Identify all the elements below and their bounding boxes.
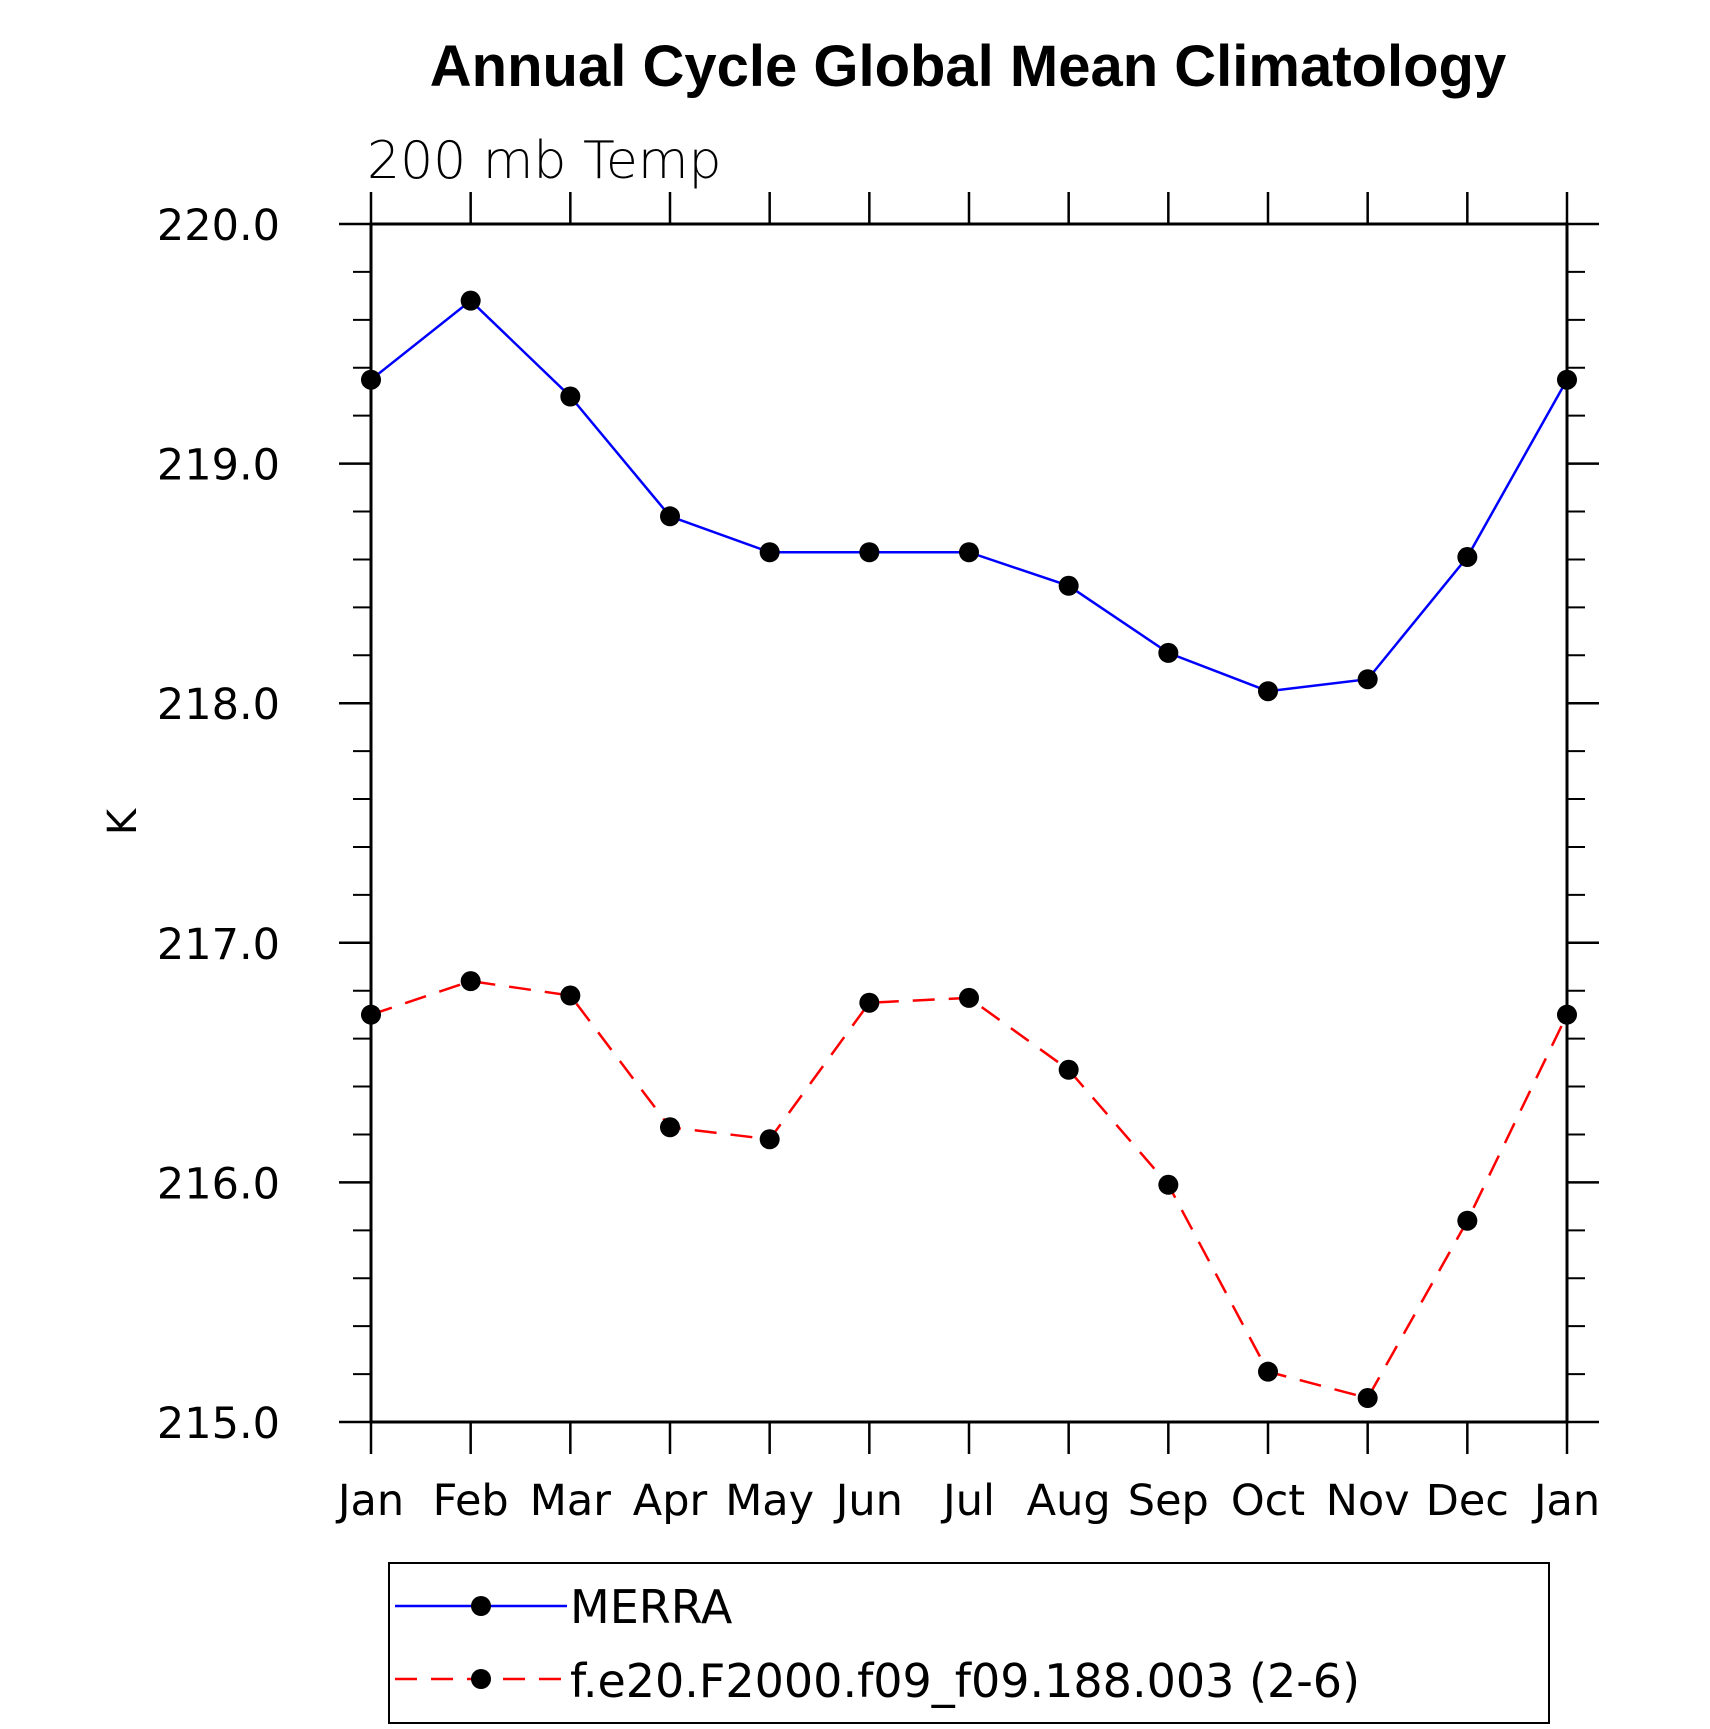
data-point-0 — [1357, 669, 1378, 690]
data-point-1 — [1357, 1388, 1378, 1409]
data-point-0 — [1158, 642, 1179, 663]
x-tick-label: May — [725, 1476, 814, 1526]
legend: MERRA f.e20.F2000.f09_f09.188.003 (2-6) — [388, 1562, 1550, 1724]
x-tick-label: Jun — [833, 1476, 903, 1526]
data-point-1 — [959, 987, 979, 1008]
x-tick-label: Feb — [433, 1476, 509, 1526]
data-point-0 — [460, 290, 481, 311]
x-tick-label: Nov — [1326, 1476, 1410, 1526]
data-point-1 — [460, 971, 481, 992]
x-tick-label: Dec — [1426, 1476, 1509, 1526]
data-point-1 — [759, 1129, 780, 1150]
legend-label-model: f.e20.F2000.f09_f09.188.003 (2-6) — [570, 1654, 1360, 1708]
data-point-0 — [660, 506, 680, 527]
data-point-0 — [1258, 681, 1278, 702]
data-point-0 — [560, 386, 581, 407]
data-point-0 — [1058, 575, 1079, 596]
legend-box — [388, 1562, 1550, 1724]
x-tick-label: Jan — [335, 1476, 404, 1526]
data-point-0 — [859, 542, 880, 563]
data-point-1 — [1058, 1059, 1079, 1080]
data-point-1 — [1557, 1004, 1577, 1025]
data-point-1 — [1258, 1361, 1278, 1382]
data-point-0 — [1457, 547, 1478, 568]
y-tick-label: 218.0 — [157, 680, 280, 730]
y-tick-labels: 215.0 216.0 217.0 218.0 219.0 220.0 — [157, 201, 280, 1449]
data-point-1 — [1457, 1210, 1478, 1231]
legend-marker-merra — [471, 1596, 491, 1616]
series-layer — [361, 290, 1577, 1409]
x-tick-label: Apr — [633, 1476, 708, 1526]
legend-label-merra: MERRA — [570, 1580, 733, 1634]
data-point-1 — [1158, 1174, 1179, 1195]
x-tick-label: Aug — [1027, 1476, 1111, 1526]
x-tick-label: Oct — [1231, 1476, 1305, 1526]
y-tick-label: 220.0 — [157, 201, 280, 251]
data-point-0 — [759, 542, 780, 563]
chart-subtitle: 200 mb Temp — [367, 131, 722, 191]
data-point-1 — [361, 1004, 381, 1025]
x-tick-labels: Jan Feb Mar Apr May Jun Jul Aug Sep Oct Nov Dec Jan — [335, 1476, 1600, 1526]
x-tick-label: Sep — [1128, 1476, 1209, 1526]
data-point-0 — [959, 542, 979, 563]
data-point-0 — [1557, 369, 1577, 390]
y-tick-label: 216.0 — [157, 1159, 280, 1209]
x-tick-label: Jan — [1531, 1476, 1600, 1526]
series-line-0 — [370, 299, 1569, 693]
data-point-1 — [660, 1117, 680, 1138]
x-tick-label: Mar — [530, 1476, 611, 1526]
data-point-1 — [560, 985, 581, 1006]
series-line-1 — [370, 979, 1569, 1400]
plot-frame — [369, 222, 1569, 1424]
axis-ticks — [339, 192, 1599, 1454]
y-axis-label: K — [100, 807, 146, 835]
x-tick-label: Jul — [940, 1476, 995, 1526]
legend-marker-model — [471, 1669, 491, 1689]
data-point-0 — [361, 369, 381, 390]
y-tick-label: 219.0 — [157, 441, 280, 491]
chart-title: Annual Cycle Global Mean Climatology — [430, 34, 1506, 99]
data-point-1 — [859, 992, 880, 1013]
y-tick-label: 215.0 — [157, 1399, 280, 1449]
y-tick-label: 217.0 — [157, 920, 280, 970]
